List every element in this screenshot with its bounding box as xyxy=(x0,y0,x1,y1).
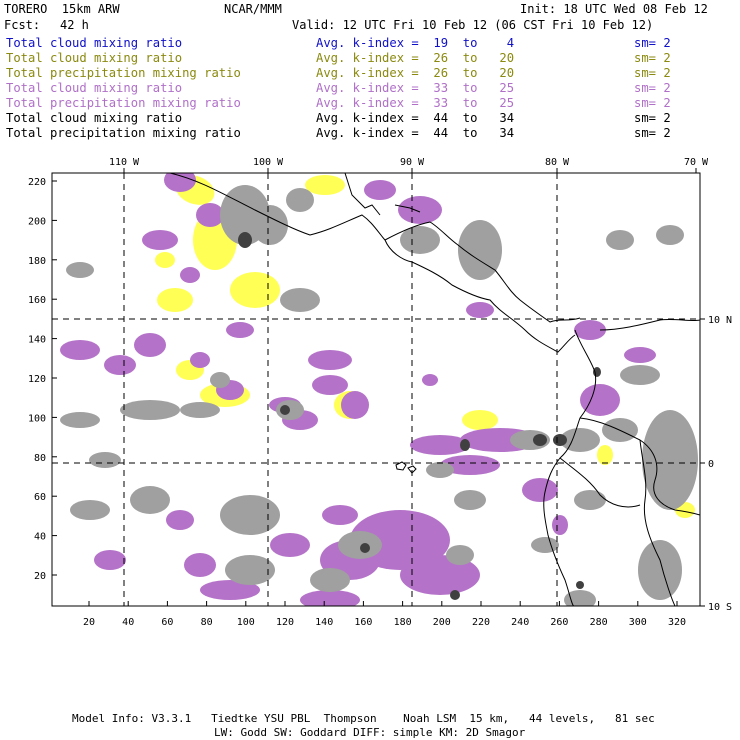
legend-smoothing: sm= 2 xyxy=(634,126,671,140)
x-tick-label: 300 xyxy=(629,617,647,628)
x-tick-label: 120 xyxy=(276,617,294,628)
y-tick-label: 100 xyxy=(28,413,46,424)
y-tick-label: 40 xyxy=(34,532,46,543)
x-tick-label: 100 xyxy=(237,617,255,628)
footer-physics-info: LW: Godd SW: Goddard DIFF: simple KM: 2D… xyxy=(214,726,526,739)
legend-kindex: Avg. k-index = 26 to 20 xyxy=(316,66,515,80)
y-axis-ticks: 220 200 180 160 140 120 100 80 60 40 20 xyxy=(28,177,57,582)
longitude-label: 70 W xyxy=(684,157,709,168)
y-tick-label: 140 xyxy=(28,335,46,346)
x-tick-label: 320 xyxy=(668,617,686,628)
legend-field: Total cloud mixing ratio xyxy=(6,111,183,125)
x-tick-label: 220 xyxy=(472,617,490,628)
x-tick-label: 20 xyxy=(83,617,95,628)
latitude-labels: 10 N 0 10 S xyxy=(700,315,732,613)
init-time: Init: 18 UTC Wed 08 Feb 12 xyxy=(520,2,708,16)
legend-kindex: Avg. k-index = 19 to 4 xyxy=(316,36,515,50)
lat-lon-grid xyxy=(52,173,700,606)
legend-field: Total precipitation mixing ratio xyxy=(6,126,241,140)
y-tick-label: 220 xyxy=(28,177,46,188)
y-tick-label: 160 xyxy=(28,295,46,306)
longitude-label: 90 W xyxy=(400,157,425,168)
y-tick-label: 60 xyxy=(34,492,46,503)
legend-field: Total precipitation mixing ratio xyxy=(6,66,241,80)
longitude-label: 110 W xyxy=(109,157,140,168)
forecast-label: Fcst: xyxy=(4,18,41,32)
legend-field: Total cloud mixing ratio xyxy=(6,36,183,50)
legend-kindex: Avg. k-index = 44 to 34 xyxy=(316,126,515,140)
latitude-label: 0 xyxy=(708,459,714,470)
legend-smoothing: sm= 2 xyxy=(634,66,671,80)
y-tick-label: 20 xyxy=(34,571,46,582)
x-tick-label: 260 xyxy=(550,617,568,628)
legend-smoothing: sm= 2 xyxy=(634,36,671,50)
valid-time: Valid: 12 UTC Fri 10 Feb 12 (06 CST Fri … xyxy=(292,18,654,32)
footer-model-info: Model Info: V3.3.1 Tiedtke YSU PBL Thomp… xyxy=(72,712,655,725)
y-tick-label: 80 xyxy=(34,453,46,464)
legend-field: Total precipitation mixing ratio xyxy=(6,96,241,110)
legend-field: Total cloud mixing ratio xyxy=(6,51,183,65)
latitude-label: 10 N xyxy=(708,315,732,326)
legend-smoothing: sm= 2 xyxy=(634,96,671,110)
model-name: TORERO 15km ARW xyxy=(4,2,120,16)
legend-smoothing: sm= 2 xyxy=(634,111,671,125)
legend-field: Total cloud mixing ratio xyxy=(6,81,183,95)
organization: NCAR/MMM xyxy=(224,2,282,16)
longitude-label: 80 W xyxy=(545,157,570,168)
legend-kindex: Avg. k-index = 44 to 34 xyxy=(316,111,515,125)
legend-kindex: Avg. k-index = 33 to 25 xyxy=(316,81,515,95)
x-tick-label: 160 xyxy=(354,617,372,628)
x-tick-label: 40 xyxy=(122,617,134,628)
legend-smoothing: sm= 2 xyxy=(634,51,671,65)
x-tick-label: 60 xyxy=(161,617,173,628)
longitude-label: 100 W xyxy=(253,157,284,168)
longitude-labels: 110 W 100 W 90 W 80 W 70 W xyxy=(109,157,709,173)
y-tick-label: 120 xyxy=(28,374,46,385)
x-tick-label: 280 xyxy=(590,617,608,628)
y-tick-label: 180 xyxy=(28,256,46,267)
cloud-gray-layer xyxy=(60,185,698,606)
x-tick-label: 200 xyxy=(433,617,451,628)
latitude-label: 10 S xyxy=(708,602,732,613)
forecast-hours: 42 h xyxy=(60,18,89,32)
map-frame xyxy=(51,172,701,607)
x-tick-label: 180 xyxy=(394,617,412,628)
legend-kindex: Avg. k-index = 26 to 20 xyxy=(316,51,515,65)
y-tick-label: 200 xyxy=(28,216,46,227)
x-tick-label: 80 xyxy=(201,617,213,628)
x-tick-label: 240 xyxy=(511,617,529,628)
legend-smoothing: sm= 2 xyxy=(634,81,671,95)
legend-kindex: Avg. k-index = 33 to 25 xyxy=(316,96,515,110)
x-tick-label: 140 xyxy=(315,617,333,628)
x-axis-ticks: 20 40 60 80 100 120 140 160 180 200 220 240 260 280 30… xyxy=(83,601,686,628)
